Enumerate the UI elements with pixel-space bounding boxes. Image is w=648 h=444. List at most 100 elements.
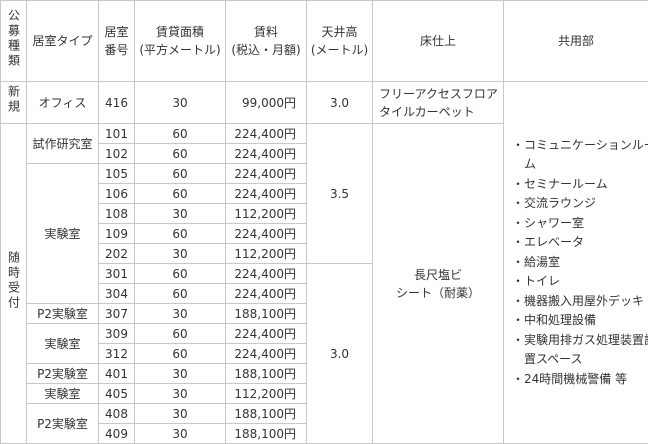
room-row: 109 60 224,400円 <box>1 223 648 244</box>
rent: 224,400円 <box>225 263 307 284</box>
ceiling: 3.5 <box>306 123 373 264</box>
area: 60 <box>134 343 226 364</box>
header-cell: 賃貸面積 (平方メートル) <box>134 0 226 82</box>
header-cell: 賃料 (税込・月額) <box>225 0 307 82</box>
room-row: 301 60 224,400円 3.0 <box>1 263 648 444</box>
common-area: ・24時間機械警備 等 <box>512 371 628 386</box>
area: 30 <box>134 423 226 444</box>
common-area: ・シャワー室 <box>512 215 585 230</box>
area: 30 <box>134 383 226 404</box>
room-number: 416 <box>98 81 135 124</box>
area: 30 <box>134 203 226 224</box>
room-type: 実験室 <box>26 323 99 364</box>
rent: 224,400円 <box>225 223 307 244</box>
room-number: 409 <box>98 423 135 444</box>
rent: 224,400円 <box>225 183 307 204</box>
common-area: ・機器搬入用屋外デッキ <box>512 293 645 308</box>
rent: 112,200円 <box>225 203 307 224</box>
rent: 99,000円 <box>225 81 307 124</box>
rent: 188,100円 <box>225 303 307 324</box>
rent: 188,100円 <box>225 363 307 384</box>
room-type: 実験室 <box>26 383 99 404</box>
rent: 224,400円 <box>225 123 307 144</box>
rent: 112,200円 <box>225 383 307 404</box>
header-cell: 床仕上 <box>372 0 504 82</box>
room-number: 301 <box>98 263 135 284</box>
rent: 224,400円 <box>225 143 307 164</box>
room-row: 312 60 224,400円 <box>1 343 648 364</box>
rent: 112,200円 <box>225 243 307 264</box>
floor: 長尺塩ビ <box>413 267 462 282</box>
room-row: 202 30 112,200円 <box>1 243 648 264</box>
header-row: 公募種類 居室タイプ 居室番号 賃貸面積 (平方メートル) 賃料 (税込・月額) 天井高 (メー… <box>0 0 648 82</box>
category-cell: 随時受付 <box>0 123 27 444</box>
room-type: 実験室 <box>26 163 99 304</box>
area: 60 <box>134 143 226 164</box>
area: 60 <box>134 323 226 344</box>
rent: 224,400円 <box>225 283 307 304</box>
room-number: 105 <box>98 163 135 184</box>
category: 随時受付 <box>6 251 21 311</box>
common-area: ・コミュニケーションルーム <box>512 137 648 172</box>
room-number: 202 <box>98 243 135 264</box>
room-number: 304 <box>98 283 135 304</box>
room-type: P2実験室 <box>26 303 99 324</box>
room-row: P2実験室 401 30 188,100円 <box>1 363 648 384</box>
header-cell: 共用部 <box>503 0 648 82</box>
room-number: 307 <box>98 303 135 324</box>
floor-cell: 長尺塩ビ シート（耐薬） <box>372 123 504 444</box>
common-area: ・セミナールーム <box>512 176 608 191</box>
room-number: 309 <box>98 323 135 344</box>
room-number: 405 <box>98 383 135 404</box>
common-area: ・実験用排ガス処理装置設置スペース <box>512 332 648 367</box>
common-area: ・給湯室 <box>512 254 561 269</box>
header-text: 床仕上 <box>419 34 456 48</box>
header-text: (メートル) <box>310 43 369 57</box>
room-type: P2実験室 <box>26 363 99 384</box>
room-number: 109 <box>98 223 135 244</box>
rent: 188,100円 <box>225 423 307 444</box>
room-type: オフィス <box>26 81 99 124</box>
rent: 224,400円 <box>225 323 307 344</box>
area: 60 <box>134 263 226 284</box>
area: 60 <box>134 123 226 144</box>
area: 60 <box>134 223 226 244</box>
room-type: 試作研究室 <box>26 123 99 164</box>
room-number: 106 <box>98 183 135 204</box>
floor-cell: フリーアクセスフロア タイルカーペット <box>372 81 504 124</box>
room-type: P2実験室 <box>26 403 99 444</box>
header-text: 共用部 <box>557 34 594 48</box>
area: 30 <box>134 81 226 124</box>
area: 60 <box>134 283 226 304</box>
common-area: ・中和処理設備 <box>512 313 597 328</box>
common-area: ・エレベータ <box>512 235 585 250</box>
area: 60 <box>134 183 226 204</box>
area: 30 <box>134 303 226 324</box>
room-number: 312 <box>98 343 135 364</box>
room-row: 108 30 112,200円 <box>1 203 648 224</box>
room-row: 102 60 224,400円 <box>1 143 648 164</box>
header-text: 居室タイプ <box>32 34 93 48</box>
header-cell: 居室 番号 <box>98 0 135 82</box>
header-text: 居室 <box>104 25 129 39</box>
header-text: (平方メートル) <box>139 43 221 57</box>
floor: タイルカーペット <box>379 104 475 119</box>
common-area: ・トイレ <box>512 274 561 289</box>
header-cell: 天井高 (メートル) <box>306 0 373 82</box>
room-row: 新規 オフィス 416 30 99,000円 3.0 フリーアクセスフロア タイルカーペット・… <box>0 81 648 444</box>
ceiling: 3.0 <box>306 81 373 124</box>
rent: 188,100円 <box>225 403 307 424</box>
ceiling: 3.0 <box>306 263 373 444</box>
header-text: 公募種類 <box>6 8 21 69</box>
common-cell: ・コミュニケーションルーム ・セミナールーム ・交流ラウンジ ・シャワー室 ・エレベータ… <box>503 81 648 444</box>
floor: フリーアクセスフロア <box>379 86 498 101</box>
category: 新規 <box>6 85 21 115</box>
area: 30 <box>134 363 226 384</box>
room-number: 408 <box>98 403 135 424</box>
header-text: 番号 <box>104 43 129 57</box>
room-row: 実験室 405 30 112,200円 <box>1 383 648 404</box>
header-text: (税込・月額) <box>231 43 301 57</box>
room-number: 401 <box>98 363 135 384</box>
